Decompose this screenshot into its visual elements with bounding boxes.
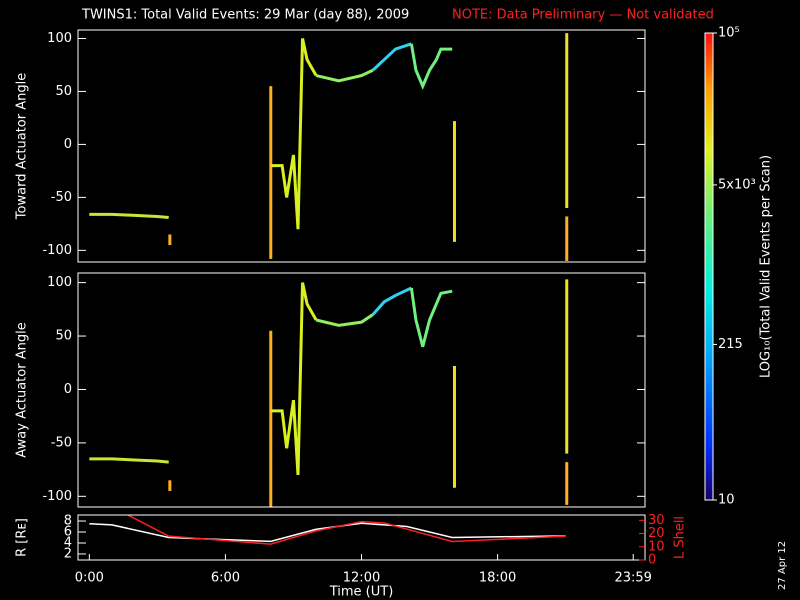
x-tick-label: 0:00 [75,571,104,586]
y-tick-label: -100 [42,243,72,258]
y-tick-label: 4 [64,535,72,550]
y-tick-label: 6 [64,525,72,540]
y-tick-label: -100 [42,489,72,504]
axes-box [77,272,646,508]
x-tick-label: 23:59 [614,571,651,586]
colorbar-tick-label: 215 [718,337,743,352]
trace [89,212,169,220]
y-tick-label: 8 [64,514,72,529]
colorbar-label: LOG₁₀(Total Valid Events per Scan) [759,155,774,378]
y-axis-label: R [Rᴇ] [15,518,30,557]
x-tick-label: 12:00 [343,571,380,586]
title: TWINS1: Total Valid Events: 29 Mar (day … [81,8,409,23]
note: NOTE: Data Preliminary — Not validated [452,8,714,23]
axes-box [77,29,646,263]
x-tick-label: 6:00 [211,571,240,586]
trace [315,68,374,83]
trace [409,287,453,348]
trace [270,282,318,476]
x-tick-label: 18:00 [479,571,516,586]
y2-tick-label: 0 [648,553,656,568]
trace [371,286,413,316]
colorbar-tick-label: 10⁵ [718,26,740,41]
trace [89,522,566,543]
colorbar-tick-label: 5x10³ [718,177,756,192]
y-tick-label: -50 [51,435,72,450]
colorbar [704,32,714,501]
date-stamp: 27 Apr 12 [777,541,788,590]
trace [371,42,412,72]
y-tick-label: 0 [64,137,72,152]
trace [89,457,169,464]
y-axis-label: Away Actuator Angle [15,322,30,457]
y2-tick-label: 10 [648,539,665,554]
y-axis-label: Toward Actuator Angle [15,73,30,220]
y-tick-label: 2 [64,546,72,561]
colorbar-tick-label: 10 [718,493,735,508]
y-tick-label: 50 [55,84,72,99]
y-tick-label: 100 [47,275,72,290]
trace [270,38,318,230]
trace [409,43,453,90]
y-tick-label: 50 [55,329,72,344]
y-tick-label: 100 [47,31,72,46]
trace [315,313,374,327]
y2-axis-label: L Shell [673,516,688,559]
y2-tick-label: 30 [648,513,665,528]
y2-tick-label: 20 [648,526,665,541]
y-tick-label: -50 [51,190,72,205]
x-axis-label: Time (UT) [329,585,394,600]
y-tick-label: 0 [64,382,72,397]
trace [127,515,566,545]
